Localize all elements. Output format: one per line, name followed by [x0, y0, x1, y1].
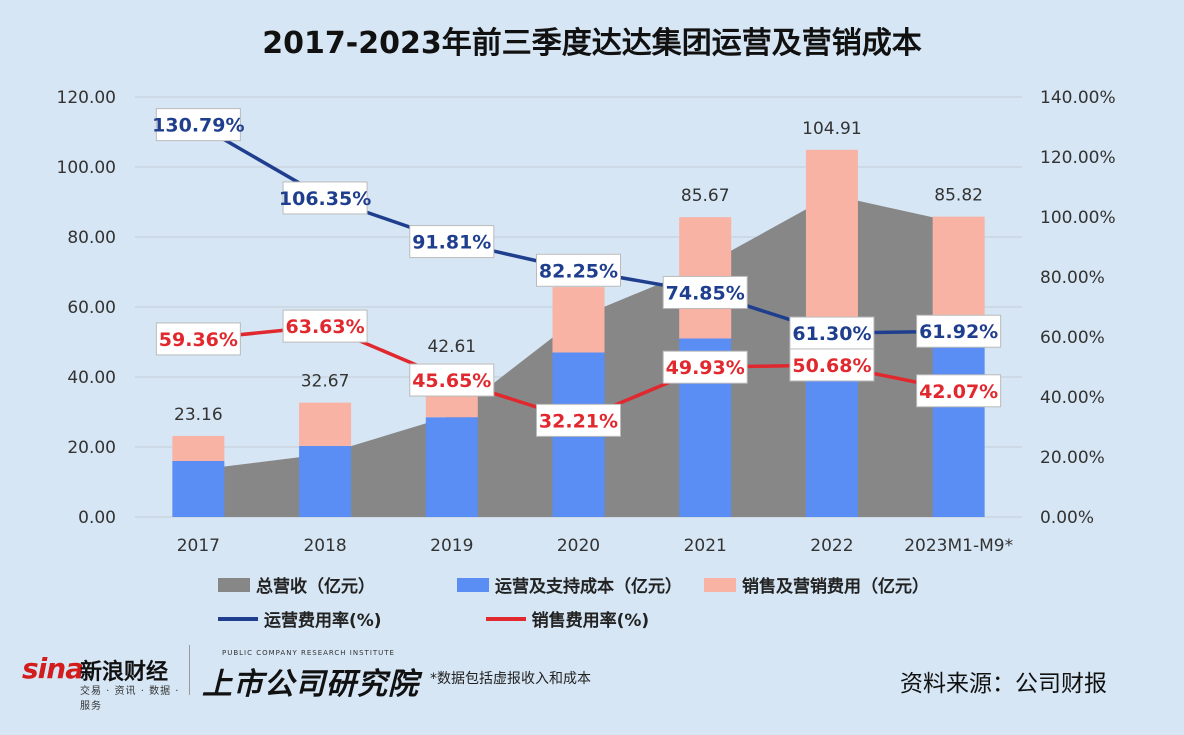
sales-ratio-label: 49.93% [666, 357, 745, 379]
legend-item-sales-cost: 销售及营销费用（亿元） [704, 572, 929, 597]
legend-row-1: 总营收（亿元） 运营及支持成本（亿元） 销售及营销费用（亿元） [218, 572, 951, 597]
bar-total-label: 32.67 [301, 372, 350, 392]
ops-ratio-label: 130.79% [152, 115, 244, 137]
ops-ratio-label-box [409, 225, 495, 259]
legend-label-sales-ratio: 销售费用率(%) [531, 611, 650, 631]
legend-swatch-ops-ratio [218, 616, 258, 621]
sales-ratio-label-box [916, 374, 1002, 408]
right-axis-tick-label: 60.00% [1040, 328, 1105, 348]
legend-item-revenue: 总营收（亿元） [218, 572, 375, 597]
ops-ratio-label: 82.25% [539, 260, 618, 282]
bar-sales-cost [552, 287, 605, 353]
sales-ratio-label-box [409, 363, 495, 397]
ops-ratio-label-box [536, 253, 621, 287]
sales-ratio-label-box [789, 348, 875, 382]
x-axis-tick-label: 2018 [303, 536, 346, 556]
bar-ops-cost [172, 461, 225, 517]
institute-cn-name: 上市公司研究院 [202, 667, 419, 702]
legend-item-ops-cost: 运营及支持成本（亿元） [457, 572, 682, 597]
legend-swatch-sales-cost [704, 577, 736, 592]
sina-finance-logo: sina 新浪财经 交易 · 资讯 · 数据 · 服务 [22, 648, 182, 712]
bar-total-label: 42.61 [427, 337, 476, 357]
sina-cn-name: 新浪财经 [80, 660, 169, 685]
right-axis-tick-label: 20.00% [1040, 448, 1105, 468]
legend-label-ops-ratio: 运营费用率(%) [264, 611, 382, 631]
legend-label-ops-cost: 运营及支持成本（亿元） [495, 577, 682, 597]
sales-ratio-label-box [155, 322, 241, 356]
sales-ratio-label: 45.65% [412, 370, 491, 392]
bar-total-label: 85.82 [934, 186, 983, 206]
sales-ratio-label: 63.63% [286, 316, 365, 338]
left-axis-tick-label: 0.00 [78, 508, 116, 528]
bar-ops-cost [932, 343, 985, 517]
right-axis-tick-label: 100.00% [1040, 208, 1116, 228]
sales-ratio-label: 50.68% [792, 355, 871, 377]
source-note: 资料来源：公司财报 [900, 671, 1107, 697]
right-axis-tick-label: 40.00% [1040, 388, 1105, 408]
ops-ratio-label-box [789, 316, 875, 350]
sales-ratio-label: 32.21% [539, 410, 618, 432]
left-axis-tick-label: 120.00 [57, 88, 116, 108]
right-axis-tick-label: 140.00% [1040, 88, 1116, 108]
bar-total-label: 104.91 [802, 119, 861, 139]
x-axis-tick-label: 2021 [684, 536, 727, 556]
ops-ratio-label: 61.30% [792, 323, 871, 345]
legend-item-ops-ratio: 运营费用率(%) [218, 606, 382, 631]
x-axis-tick-label: 2022 [810, 536, 853, 556]
x-axis-tick-label: 2023M1-M9* [904, 536, 1013, 556]
x-axis-tick-label: 2019 [430, 536, 473, 556]
ops-ratio-label: 74.85% [666, 282, 745, 304]
legend-row-2: 运营费用率(%) 销售费用率(%) [218, 606, 671, 631]
x-axis-tick-label: 2017 [177, 536, 220, 556]
sina-subtitle: 交易 · 资讯 · 数据 · 服务 [80, 686, 180, 712]
sales-ratio-label-box [536, 403, 621, 437]
sales-ratio-label-box [662, 350, 748, 384]
sales-ratio-label: 42.07% [919, 381, 998, 403]
legend-label-revenue: 总营收（亿元） [256, 577, 375, 597]
left-axis-tick-label: 60.00 [67, 298, 116, 318]
left-axis-tick-label: 80.00 [67, 228, 116, 248]
legend-swatch-revenue [218, 577, 250, 592]
bar-sales-cost [299, 402, 352, 446]
institute-english-name: PUBLIC COMPANY RESEARCH INSTITUTE [222, 649, 395, 657]
legend-item-sales-ratio: 销售费用率(%) [485, 606, 650, 631]
left-axis-tick-label: 20.00 [67, 438, 116, 458]
right-axis-tick-label: 0.00% [1040, 508, 1094, 528]
sales-ratio-label: 59.36% [159, 329, 238, 351]
ops-ratio-label: 61.92% [919, 321, 998, 343]
bar-total-label: 85.67 [681, 186, 730, 206]
bar-sales-cost [172, 435, 225, 461]
bar-total-label: 23.16 [174, 405, 223, 425]
footnote: *数据包括虚报收入和成本 [430, 671, 591, 687]
x-axis-tick-label: 2020 [557, 536, 600, 556]
left-axis-tick-label: 100.00 [57, 158, 116, 178]
left-axis-tick-label: 40.00 [67, 368, 116, 388]
sales-ratio-label-box [282, 309, 368, 343]
legend-swatch-ops-cost [457, 577, 489, 592]
right-axis-tick-label: 120.00% [1040, 148, 1116, 168]
legend-label-sales-cost: 销售及营销费用（亿元） [742, 577, 929, 597]
legend-swatch-sales-ratio [485, 616, 526, 621]
ops-ratio-label-box [155, 108, 241, 142]
bar-ops-cost [425, 417, 478, 517]
bar-ops-cost [299, 445, 352, 517]
ops-ratio-label-box [916, 314, 1002, 348]
chart-title: 2017-2023年前三季度达达集团运营及营销成本 [262, 26, 922, 61]
footer-divider [189, 645, 190, 695]
ops-ratio-label: 91.81% [412, 232, 491, 254]
bar-sales-cost [805, 149, 858, 334]
ops-ratio-label-box [282, 181, 368, 215]
ops-ratio-label-box [662, 275, 748, 309]
research-institute-logo: PUBLIC COMPANY RESEARCH INSTITUTE 上市公司研究… [200, 645, 420, 702]
sina-mark: sina [22, 652, 84, 685]
ops-ratio-label: 106.35% [279, 188, 371, 210]
right-axis-tick-label: 80.00% [1040, 268, 1105, 288]
